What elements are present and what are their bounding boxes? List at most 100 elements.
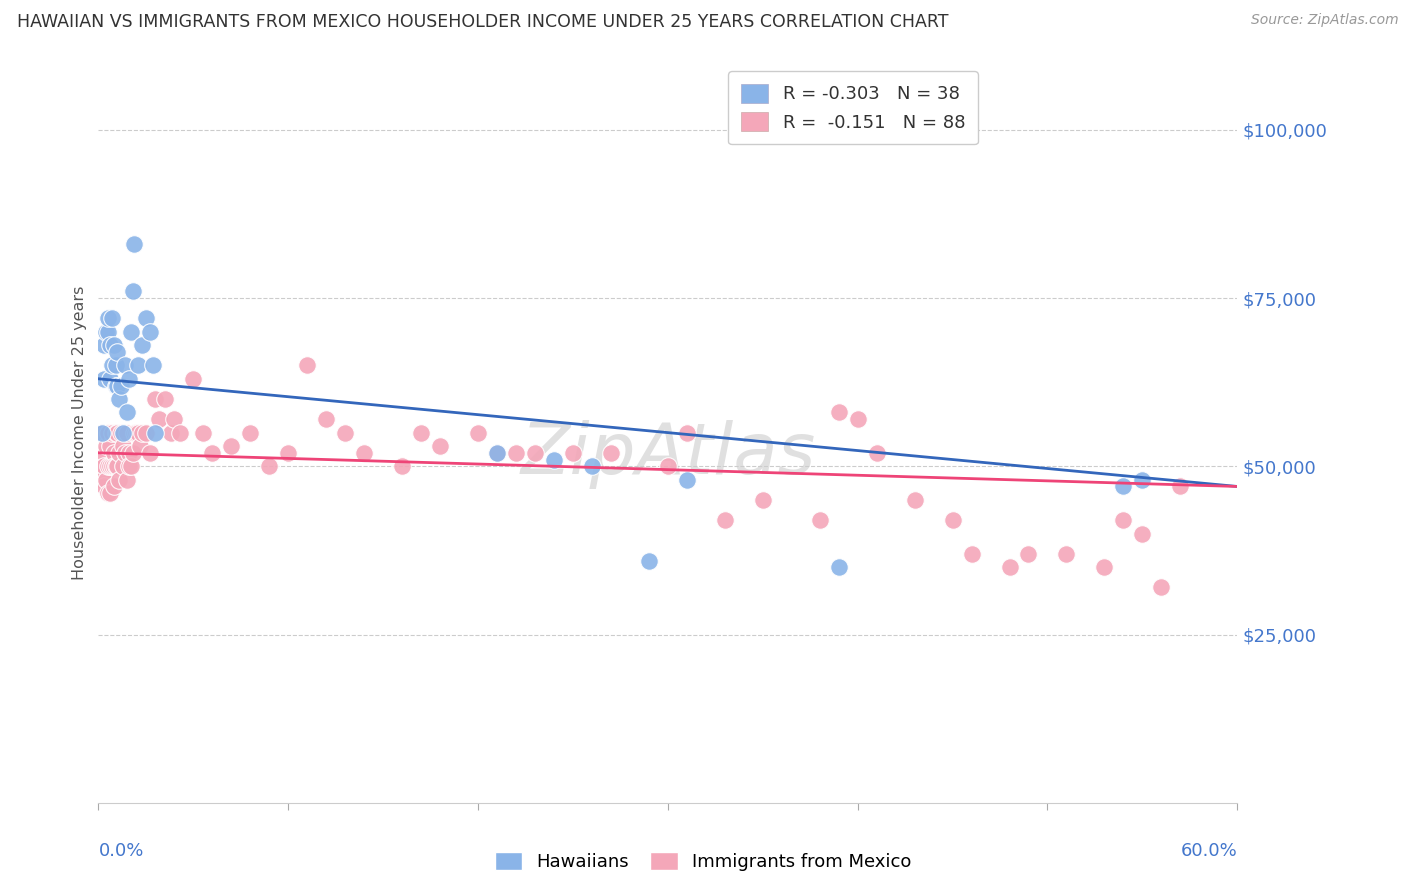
Point xyxy=(91,425,114,440)
Point xyxy=(153,392,176,406)
Point xyxy=(103,338,125,352)
Point xyxy=(239,425,262,440)
Point xyxy=(148,412,170,426)
Point xyxy=(108,473,131,487)
Point xyxy=(191,425,214,440)
Point xyxy=(391,459,413,474)
Point xyxy=(97,459,120,474)
Point xyxy=(110,378,132,392)
Point xyxy=(103,459,125,474)
Point xyxy=(543,452,565,467)
Point xyxy=(600,446,623,460)
Point xyxy=(94,473,117,487)
Point xyxy=(91,473,114,487)
Point xyxy=(118,372,141,386)
Point xyxy=(1112,513,1135,527)
Point xyxy=(112,425,135,440)
Point xyxy=(129,439,152,453)
Point xyxy=(121,446,143,460)
Point xyxy=(998,560,1021,574)
Point xyxy=(98,439,121,453)
Point xyxy=(93,446,115,460)
Point xyxy=(828,405,851,419)
Point xyxy=(411,425,433,440)
Text: ZipAtlas: ZipAtlas xyxy=(520,420,815,490)
Point xyxy=(145,425,167,440)
Point xyxy=(1112,479,1135,493)
Point xyxy=(125,425,148,440)
Point xyxy=(103,479,125,493)
Point xyxy=(93,372,115,386)
Text: Source: ZipAtlas.com: Source: ZipAtlas.com xyxy=(1251,13,1399,28)
Point xyxy=(1170,479,1192,493)
Point xyxy=(100,459,122,474)
Point xyxy=(98,459,121,474)
Point xyxy=(828,560,851,574)
Point xyxy=(1132,473,1154,487)
Point xyxy=(467,425,489,440)
Point xyxy=(638,553,661,567)
Point xyxy=(524,446,547,460)
Point xyxy=(107,425,129,440)
Point xyxy=(97,486,120,500)
Point xyxy=(91,425,114,440)
Y-axis label: Householder Income Under 25 years: Householder Income Under 25 years xyxy=(72,285,87,580)
Point xyxy=(97,425,120,440)
Point xyxy=(808,513,831,527)
Point xyxy=(904,492,927,507)
Point xyxy=(93,338,115,352)
Point xyxy=(98,486,121,500)
Point xyxy=(104,459,127,474)
Point xyxy=(100,359,122,373)
Point xyxy=(89,459,111,474)
Point xyxy=(120,325,142,339)
Point xyxy=(114,446,136,460)
Point xyxy=(115,425,138,440)
Point xyxy=(118,446,141,460)
Point xyxy=(676,473,699,487)
Legend: Hawaiians, Immigrants from Mexico: Hawaiians, Immigrants from Mexico xyxy=(488,845,918,879)
Point xyxy=(108,392,131,406)
Point xyxy=(562,446,585,460)
Point xyxy=(960,547,983,561)
Point xyxy=(138,325,160,339)
Point xyxy=(135,425,157,440)
Point xyxy=(1018,547,1040,561)
Point xyxy=(94,439,117,453)
Point xyxy=(114,359,136,373)
Point xyxy=(657,459,679,474)
Point xyxy=(121,285,143,299)
Point xyxy=(91,459,114,474)
Point xyxy=(159,425,181,440)
Point xyxy=(131,338,153,352)
Point xyxy=(201,446,224,460)
Point xyxy=(277,446,299,460)
Text: 60.0%: 60.0% xyxy=(1181,842,1237,860)
Point xyxy=(118,459,141,474)
Point xyxy=(135,311,157,326)
Point xyxy=(112,439,135,453)
Point xyxy=(353,446,375,460)
Point xyxy=(221,439,243,453)
Point xyxy=(100,425,122,440)
Point xyxy=(100,311,122,326)
Point xyxy=(335,425,357,440)
Point xyxy=(127,425,149,440)
Point xyxy=(93,459,115,474)
Point xyxy=(429,439,451,453)
Point xyxy=(120,459,142,474)
Point xyxy=(714,513,737,527)
Text: 0.0%: 0.0% xyxy=(98,842,143,860)
Legend: R = -0.303   N = 38, R =  -0.151   N = 88: R = -0.303 N = 38, R = -0.151 N = 88 xyxy=(728,71,977,145)
Point xyxy=(131,425,153,440)
Point xyxy=(103,446,125,460)
Point xyxy=(486,446,509,460)
Point xyxy=(107,378,129,392)
Point xyxy=(124,425,146,440)
Point xyxy=(297,359,319,373)
Point xyxy=(97,311,120,326)
Point xyxy=(104,378,127,392)
Point xyxy=(104,359,127,373)
Point xyxy=(112,459,135,474)
Point xyxy=(145,392,167,406)
